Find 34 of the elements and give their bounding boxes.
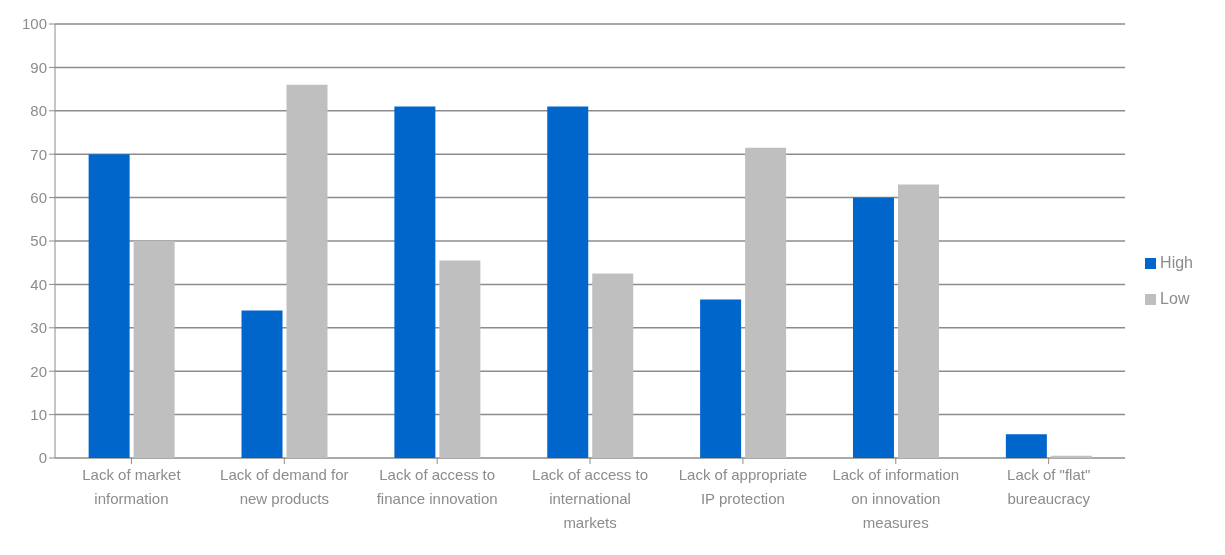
y-tick-label: 30	[30, 319, 47, 337]
x-tick-label: Lack of appropriate IP protection	[678, 466, 808, 507]
legend-label: High	[1160, 253, 1193, 271]
bar	[745, 147, 787, 458]
y-tick-label: 0	[38, 449, 47, 467]
y-tick-label: 20	[30, 362, 47, 380]
y-tick-label: 70	[30, 145, 47, 163]
bar	[700, 299, 742, 458]
x-tick-label: Lack of access to finance innovation	[376, 466, 498, 507]
bar	[286, 84, 328, 458]
x-tick-label: Lack of market information	[82, 466, 182, 507]
y-tick-label: 60	[30, 188, 47, 206]
x-tick-label: Lack of demand for new products	[220, 466, 349, 507]
bar	[439, 260, 481, 458]
bar	[88, 154, 130, 458]
bar	[133, 241, 175, 458]
y-tick-label: 80	[30, 102, 47, 120]
bar	[592, 273, 634, 458]
x-tick-label: Lack of "flat" bureaucracy	[1007, 466, 1091, 507]
y-tick-label: 90	[30, 58, 47, 76]
x-tick-label: Lack of information on innovation measures	[832, 466, 960, 531]
bar	[241, 310, 283, 458]
bar	[1050, 455, 1092, 458]
legend-label: Low	[1160, 289, 1190, 307]
bar	[897, 184, 939, 458]
bar	[547, 106, 589, 458]
y-tick-label: 10	[30, 405, 47, 423]
y-tick-label: 50	[30, 232, 47, 250]
y-tick-label: 40	[30, 275, 47, 293]
bar	[852, 197, 894, 458]
bar	[1005, 434, 1047, 458]
bar	[394, 106, 436, 458]
y-tick-label: 100	[21, 15, 47, 33]
x-tick-label: Lack of access to international markets	[532, 466, 648, 531]
